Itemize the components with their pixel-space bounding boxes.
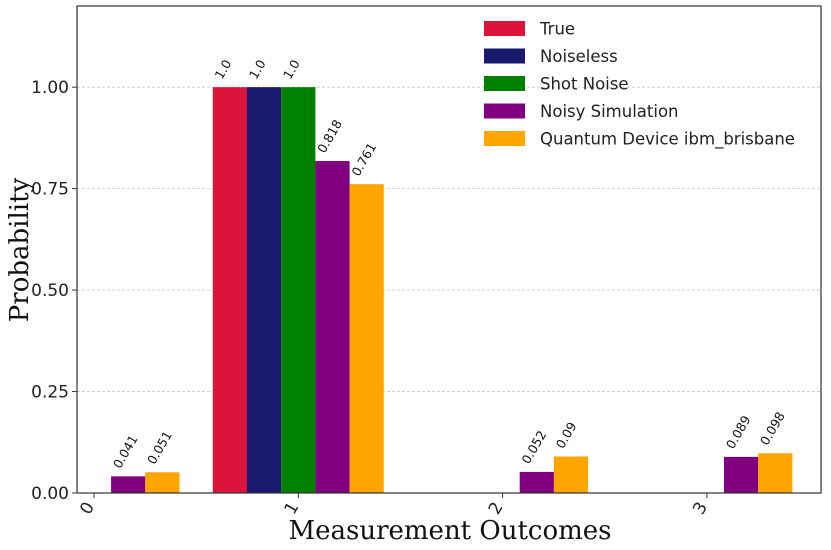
bar — [553, 456, 589, 493]
legend-swatch — [484, 48, 525, 64]
bar — [758, 453, 793, 493]
bar-value-label: 0.052 — [518, 428, 549, 467]
legend-swatch — [484, 131, 525, 146]
y-tick-label: 0.25 — [31, 383, 69, 403]
y-tick-label: 0.50 — [31, 281, 69, 301]
bar-value-label: 0.041 — [110, 432, 141, 471]
bar-value-label: 0.818 — [314, 117, 345, 156]
plot-frame — [76, 5, 822, 494]
bar — [315, 161, 350, 494]
bar — [724, 456, 759, 493]
bar — [519, 471, 554, 493]
legend-swatch — [484, 21, 525, 36]
bar — [145, 472, 180, 493]
bar-value-label: 1.0 — [280, 57, 303, 82]
bars — [111, 87, 793, 494]
legend-swatch — [484, 103, 525, 119]
legend-swatch — [484, 76, 525, 91]
bar — [281, 87, 316, 494]
x-tick-label: 3 — [689, 499, 712, 518]
y-axis-ticks: 0.00 0.25 0.50 0.75 1.00 — [31, 78, 77, 504]
y-axis-title: Probability — [5, 177, 35, 322]
bar-value-label: 0.761 — [348, 140, 379, 179]
bar-value-label: 0.098 — [757, 409, 788, 448]
bar-value-label: 0.051 — [144, 428, 175, 467]
bar — [212, 87, 247, 494]
bar — [349, 184, 384, 493]
legend-label: Noisy Simulation — [540, 102, 679, 121]
bar-value-label: 0.089 — [723, 413, 754, 452]
legend-label: Noiseless — [540, 47, 618, 66]
y-tick-label: 0.75 — [31, 180, 69, 200]
x-axis-title: Measurement Outcomes — [288, 516, 611, 546]
legend-label: Quantum Device ibm_brisbane — [540, 130, 795, 150]
bar-value-label: 1.0 — [246, 57, 269, 82]
grid-lines — [77, 86, 821, 392]
y-tick-label: 0.00 — [31, 484, 69, 504]
bar — [111, 476, 146, 493]
x-tick-label: 0 — [76, 499, 99, 518]
legend-label: True — [539, 20, 575, 39]
legend-label: Shot Noise — [540, 75, 629, 94]
bar — [247, 87, 282, 494]
y-tick-label: 1.00 — [31, 78, 69, 98]
legend: True Noiseless Shot Noise Noisy Simulation Q… — [484, 20, 795, 150]
bar-value-label: 0.09 — [553, 419, 580, 451]
bar-value-label: 1.0 — [212, 57, 235, 82]
